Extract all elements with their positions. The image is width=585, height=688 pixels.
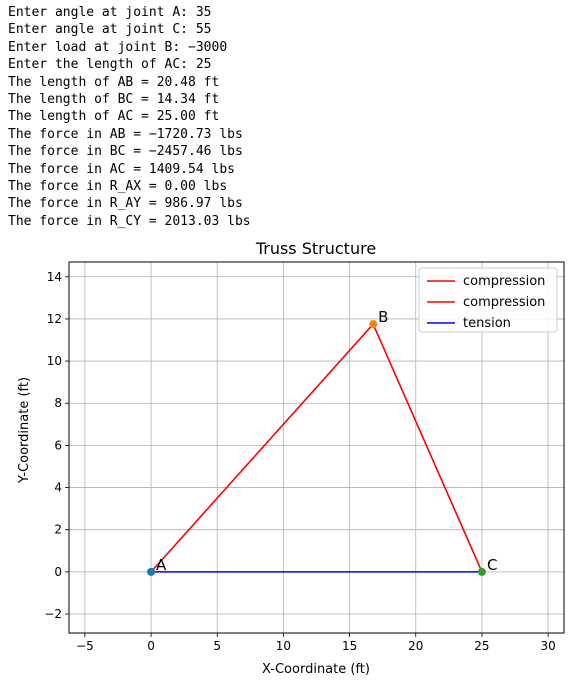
joint-label-c: C bbox=[487, 556, 497, 574]
x-tick-label: −5 bbox=[76, 639, 94, 653]
legend-box bbox=[418, 267, 558, 333]
console-line: Enter angle at joint A: 35 bbox=[8, 5, 212, 20]
joint-marker-c bbox=[477, 567, 486, 576]
console-line: Enter load at joint B: −3000 bbox=[8, 39, 228, 55]
console-line: The force in AB = −1720.73 lbs bbox=[8, 126, 243, 142]
joint-label-b: B bbox=[378, 308, 388, 326]
series-line-compression bbox=[372, 323, 483, 573]
x-tick-label: 10 bbox=[276, 639, 291, 653]
x-tick-label: 0 bbox=[147, 639, 155, 653]
console-line: The length of AB = 20.48 ft bbox=[8, 74, 220, 90]
console-line: Enter the length of AC: 25 bbox=[8, 57, 212, 73]
legend-entry: tension bbox=[463, 316, 511, 331]
chart-title: Truss Structure bbox=[255, 239, 376, 258]
x-tick-label: 25 bbox=[474, 639, 489, 653]
x-tick-label: 30 bbox=[540, 639, 555, 653]
legend-entry: compression bbox=[463, 295, 545, 310]
y-axis-label: Y-Coordinate (ft) bbox=[17, 377, 32, 484]
joint-marker-a bbox=[147, 567, 156, 576]
console-line: Enter angle at joint C: 55 bbox=[8, 22, 212, 38]
joint-label-a: A bbox=[156, 556, 167, 574]
console-line: The force in R_AX = 0.00 lbs bbox=[8, 178, 228, 194]
series-line-compression bbox=[150, 323, 374, 573]
legend: compression compression tension bbox=[418, 267, 558, 333]
y-tick-label: 8 bbox=[54, 396, 62, 410]
y-tick-label: 14 bbox=[47, 270, 62, 284]
y-tick-label: −2 bbox=[44, 607, 62, 621]
y-tick-label: 0 bbox=[54, 565, 62, 579]
x-tick-label: 20 bbox=[408, 639, 423, 653]
axes-frame bbox=[68, 261, 565, 634]
console-output: Enter angle at joint A: 35 Enter angle at… bbox=[8, 4, 251, 230]
console-line: The force in R_AY = 986.97 lbs bbox=[8, 196, 243, 212]
y-tick-label: 10 bbox=[47, 354, 62, 368]
console-line: The force in BC = −2457.46 lbs bbox=[8, 144, 243, 160]
console-line: The force in R_CY = 2013.03 lbs bbox=[8, 213, 251, 229]
console-line: The force in AC = 1409.54 lbs bbox=[8, 161, 235, 177]
grid bbox=[69, 262, 564, 633]
y-tick-label: 4 bbox=[54, 481, 62, 495]
series-lines bbox=[150, 323, 483, 573]
x-axis-label: X-Coordinate (ft) bbox=[262, 662, 370, 677]
truss-chart: Truss Structure A B C −5 0 5 10 15 20 25 30 −2 0 2 4 6… bbox=[17, 239, 565, 677]
y-tick-label: 2 bbox=[54, 523, 62, 537]
legend-entry: compression bbox=[463, 274, 545, 289]
joints: A B C bbox=[147, 308, 497, 576]
x-tick-label: 15 bbox=[342, 639, 357, 653]
console-line: The length of BC = 14.34 ft bbox=[8, 91, 220, 107]
y-tick-label: 12 bbox=[47, 312, 62, 326]
x-tick-label: 5 bbox=[213, 639, 221, 653]
ticks: −5 0 5 10 15 20 25 30 −2 0 2 4 6 8 10 12 14 bbox=[44, 270, 555, 653]
joint-marker-b bbox=[369, 320, 378, 329]
y-tick-label: 6 bbox=[54, 438, 62, 452]
console-line: The length of AC = 25.00 ft bbox=[8, 109, 220, 125]
